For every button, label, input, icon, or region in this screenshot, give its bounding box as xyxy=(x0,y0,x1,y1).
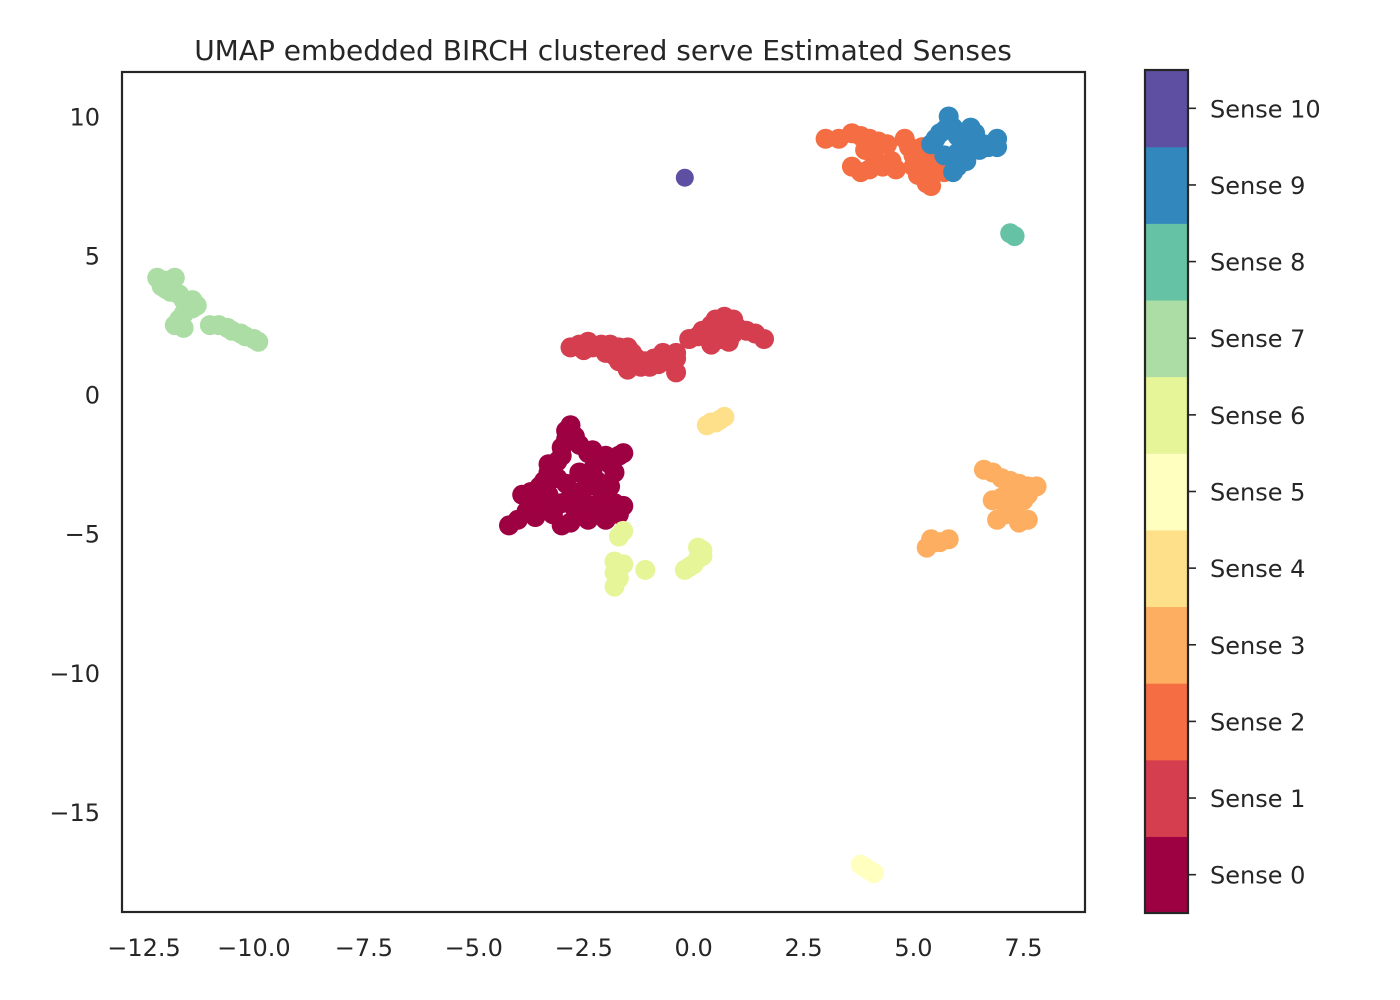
data-point xyxy=(525,507,546,527)
data-point xyxy=(564,498,585,519)
data-point xyxy=(547,468,568,489)
colorbar-segment xyxy=(1145,529,1188,608)
colorbar-segment xyxy=(1145,683,1188,761)
colorbar-label: Sense 2 xyxy=(1210,708,1305,736)
colorbar-label: Sense 1 xyxy=(1210,785,1305,813)
data-point xyxy=(608,526,629,547)
colorbar-label: Sense 4 xyxy=(1210,555,1305,583)
colorbar: Sense 0 Sense 1 Sense 2 Sense 3 Sense 4 Sense… xyxy=(1143,68,1321,915)
colorbar-label: Sense 3 xyxy=(1210,632,1305,660)
data-point xyxy=(754,329,774,349)
data-point xyxy=(1004,226,1025,247)
data-point xyxy=(600,501,621,522)
colorbar-label: Sense 0 xyxy=(1210,862,1305,890)
data-point xyxy=(582,459,603,480)
series-sense-10 xyxy=(675,168,694,187)
data-point xyxy=(604,576,625,597)
x-tick-label: −2.5 xyxy=(555,934,613,962)
y-tick-label: 5 xyxy=(85,243,100,271)
colorbar-label: Sense 6 xyxy=(1210,402,1305,430)
series-sense-8 xyxy=(1000,223,1025,247)
colorbar-segment xyxy=(1145,299,1188,378)
series-sense-1 xyxy=(560,306,774,383)
colorbar-segment xyxy=(1145,146,1188,224)
chart-title: UMAP embedded BIRCH clustered serve Esti… xyxy=(194,34,1012,67)
y-tick-label: −15 xyxy=(49,799,100,827)
plot-frame xyxy=(120,70,1087,914)
series-sense-9 xyxy=(921,106,1008,183)
x-tick-label: −10.0 xyxy=(217,934,291,962)
colorbar-label: Sense 8 xyxy=(1210,249,1305,277)
x-tick-label: 0.0 xyxy=(675,934,713,962)
colorbar-segment xyxy=(1145,223,1188,301)
data-point xyxy=(877,134,898,155)
x-tick-label: −12.5 xyxy=(107,934,181,962)
data-point xyxy=(613,443,634,464)
data-point xyxy=(248,331,269,352)
data-point xyxy=(156,279,176,299)
colorbar-segment xyxy=(1145,376,1188,454)
colorbar-segment xyxy=(1145,836,1188,914)
x-tick-label: −7.5 xyxy=(335,934,393,962)
data-point xyxy=(675,168,694,187)
series-sense-0 xyxy=(499,415,634,536)
colorbar-label: Sense 5 xyxy=(1210,479,1305,507)
colorbar-label: Sense 10 xyxy=(1210,95,1321,123)
data-point xyxy=(960,117,981,138)
data-point xyxy=(863,863,884,884)
colorbar-segment xyxy=(1145,759,1188,837)
y-tick-label: 0 xyxy=(85,382,100,410)
data-point xyxy=(573,340,594,361)
data-point xyxy=(921,176,942,196)
colorbar-segment xyxy=(1145,70,1188,148)
data-point xyxy=(639,356,660,377)
series-sense-3 xyxy=(916,459,1047,558)
colorbar-segment xyxy=(1145,453,1188,531)
data-point xyxy=(688,537,708,558)
colorbar-label: Sense 7 xyxy=(1210,325,1305,353)
data-point xyxy=(1013,490,1034,511)
y-tick-label: 10 xyxy=(69,104,100,132)
data-point xyxy=(591,479,612,500)
x-tick-label: 5.0 xyxy=(894,934,932,962)
data-point xyxy=(186,295,207,316)
data-point xyxy=(987,128,1008,149)
data-point xyxy=(666,362,687,383)
data-point xyxy=(652,342,673,363)
x-tick-label: 2.5 xyxy=(784,934,822,962)
data-point xyxy=(714,406,735,427)
points-layer xyxy=(147,106,1047,884)
y-tick-label: −10 xyxy=(49,660,100,688)
data-point xyxy=(987,509,1008,530)
colorbar-label: Sense 9 xyxy=(1210,172,1305,200)
y-tick-label: −5 xyxy=(65,521,100,549)
colorbar-segment xyxy=(1145,606,1188,684)
data-point xyxy=(934,145,955,166)
data-point xyxy=(881,151,902,171)
data-point xyxy=(951,137,972,158)
data-point xyxy=(595,342,616,363)
data-point xyxy=(635,559,656,580)
x-axis: −12.5 −10.0 −7.5 −5.0 −2.5 0.0 2.5 5.0 7.5 xyxy=(107,934,1042,962)
series-sense-7 xyxy=(147,267,269,352)
data-point xyxy=(164,315,185,336)
data-point xyxy=(938,529,959,550)
series-sense-4 xyxy=(696,406,735,436)
series-sense-6 xyxy=(604,520,713,597)
x-tick-label: −5.0 xyxy=(445,934,503,962)
y-axis: 10 5 0 −5 −10 −15 xyxy=(49,104,100,827)
data-point xyxy=(943,162,964,183)
data-point xyxy=(705,320,726,341)
data-point xyxy=(855,139,876,160)
data-point xyxy=(1017,509,1038,530)
x-tick-label: 7.5 xyxy=(1004,934,1042,962)
series-sense-5 xyxy=(850,854,884,884)
colorbar-frame xyxy=(1143,68,1190,915)
